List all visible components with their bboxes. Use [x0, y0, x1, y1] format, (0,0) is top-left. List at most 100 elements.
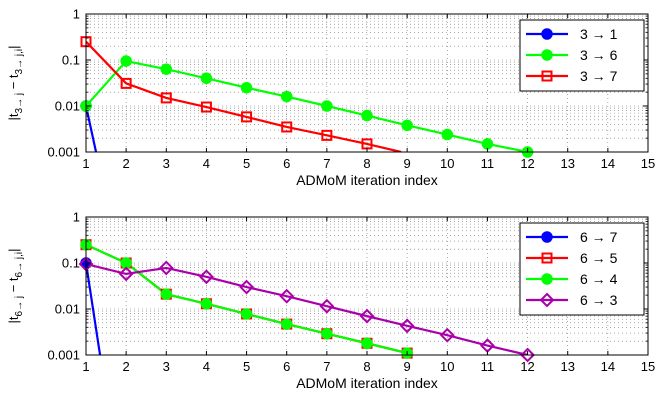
- x-tick-label: 8: [363, 156, 370, 171]
- x-axis-label: ADMoM iteration index: [296, 172, 438, 188]
- x-tick-label: 11: [481, 359, 495, 374]
- legend-label: 6 → 3: [580, 292, 618, 308]
- data-point: [321, 100, 333, 112]
- x-tick-label: 5: [243, 156, 250, 171]
- y-axis-label-part: |: [6, 46, 21, 49]
- x-tick-label: 1: [82, 359, 89, 374]
- data-point: [321, 129, 333, 141]
- x-tick-label: 5: [243, 359, 250, 374]
- chart-panel-1: 1 2 3 4 5 6 7 8 9 10 11 12 13 14 150.0010.010.11ADMoM …: [6, 7, 655, 189]
- legend-label: 6 → 5: [580, 250, 618, 266]
- series-line-1: [86, 105, 98, 152]
- x-tick-label: 14: [601, 156, 615, 171]
- data-point: [199, 269, 214, 285]
- x-tick-label: 8: [363, 359, 370, 374]
- data-point: [399, 318, 415, 334]
- x-tick-label: 14: [601, 359, 615, 374]
- y-tick-label: 0.01: [55, 99, 80, 114]
- legend-label: 3 → 6: [580, 47, 618, 63]
- x-tick-label: 11: [481, 156, 495, 171]
- x-tick-label: 12: [520, 156, 534, 171]
- x-tick-label: 13: [560, 156, 574, 171]
- x-tick-label: 3: [163, 156, 170, 171]
- x-tick-label: 7: [323, 156, 330, 171]
- legend-label: 6 → 7: [580, 229, 618, 245]
- data-point: [280, 318, 293, 330]
- x-tick-label: 3: [163, 359, 170, 374]
- legend-label: 3 → 1: [580, 26, 618, 42]
- y-axis-label-subscript: 3→ j,i: [14, 49, 25, 75]
- y-axis-label-part: |: [6, 249, 21, 252]
- data-point: [160, 63, 173, 75]
- x-tick-label: 2: [123, 156, 130, 171]
- y-axis-label-subscript: 6→ j: [14, 296, 25, 317]
- data-point: [319, 298, 335, 314]
- series-line-3: [86, 40, 402, 152]
- x-tick-label: 1: [82, 156, 89, 171]
- data-point: [361, 337, 373, 350]
- y-axis-label: |t3→ j − t3→ j,i|: [6, 46, 25, 121]
- y-axis-label: |t6→ j − t6→ j,i|: [6, 249, 25, 324]
- x-tick-label: 4: [203, 156, 210, 171]
- x-tick-label: 9: [404, 359, 411, 374]
- y-tick-label: 1: [73, 7, 80, 22]
- chart-panel-2: 1 2 3 4 5 6 7 8 9 10 11 12 13 14 150.0010.010.11ADMoM …: [6, 210, 655, 392]
- data-point: [359, 308, 375, 324]
- x-tick-label: 4: [203, 359, 210, 374]
- series-line-4: [86, 262, 528, 355]
- data-point: [401, 119, 413, 132]
- data-point: [160, 92, 172, 104]
- legend-marker: [541, 252, 553, 264]
- data-point: [361, 109, 373, 122]
- data-point: [281, 121, 293, 133]
- series-line-1: [86, 262, 102, 355]
- series-line-2: [86, 59, 528, 152]
- x-tick-label: 6: [283, 156, 290, 171]
- data-point: [158, 260, 174, 276]
- y-axis-label-subscript: 6→ j,i: [14, 252, 25, 278]
- y-axis-label-part: |t: [6, 316, 21, 323]
- y-tick-label: 0.001: [47, 348, 80, 363]
- data-point: [240, 308, 253, 320]
- x-tick-label: 13: [560, 359, 574, 374]
- y-tick-label: 0.1: [62, 256, 80, 271]
- data-point: [321, 327, 333, 340]
- data-point: [441, 128, 454, 141]
- y-axis-label-part: − t: [6, 74, 21, 93]
- y-axis-label-part: |t: [6, 113, 21, 120]
- series-group: [86, 40, 528, 152]
- x-tick-label: 12: [520, 359, 534, 374]
- data-point: [200, 72, 213, 85]
- x-tick-label: 15: [641, 359, 655, 374]
- legend-marker: [539, 292, 555, 308]
- data-point: [280, 90, 293, 103]
- data-point: [481, 138, 494, 150]
- x-tick-label: 7: [323, 359, 330, 374]
- legend: 6 → 7 6 → 5 6 → 4 6 → 3: [519, 222, 645, 316]
- data-point: [439, 327, 455, 343]
- data-point: [520, 347, 535, 363]
- data-point: [200, 101, 212, 113]
- legend-marker: [541, 273, 553, 285]
- data-point: [240, 81, 253, 94]
- data-point: [118, 266, 134, 282]
- data-point: [120, 77, 132, 89]
- x-tick-label: 9: [404, 156, 411, 171]
- y-axis-label-subscript: 3→ j: [14, 93, 25, 114]
- x-tick-label: 2: [123, 359, 130, 374]
- x-tick-label: 10: [440, 156, 454, 171]
- data-point: [241, 111, 253, 123]
- legend-marker: [541, 70, 553, 82]
- y-tick-label: 0.01: [55, 302, 80, 317]
- x-tick-label: 15: [641, 156, 655, 171]
- legend-marker: [541, 49, 553, 61]
- legend: 3 → 1 3 → 6 3 → 7: [519, 19, 645, 92]
- x-tick-label: 6: [283, 359, 290, 374]
- x-axis-label: ADMoM iteration index: [296, 375, 438, 391]
- data-point: [239, 279, 254, 295]
- y-tick-label: 1: [73, 210, 80, 225]
- y-tick-label: 0.1: [62, 53, 80, 68]
- y-tick-label: 0.001: [47, 145, 80, 160]
- legend-label: 6 → 4: [580, 271, 618, 287]
